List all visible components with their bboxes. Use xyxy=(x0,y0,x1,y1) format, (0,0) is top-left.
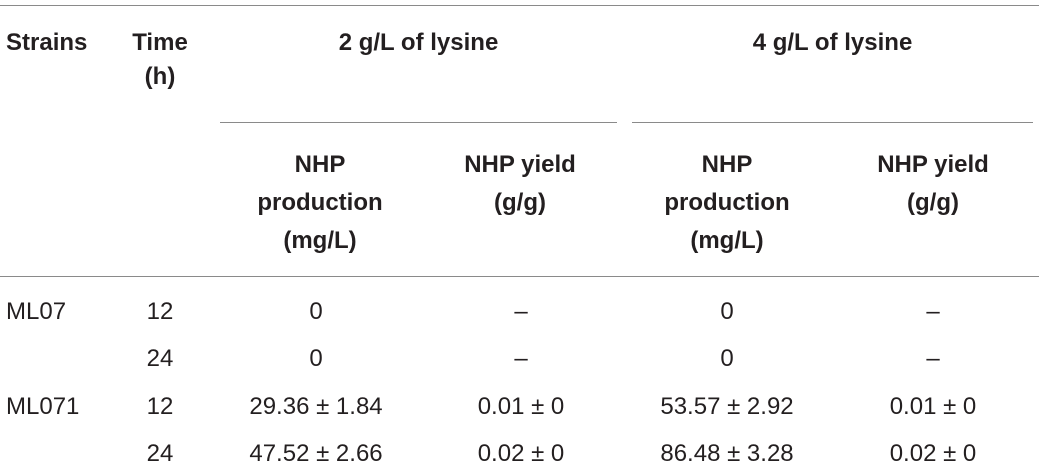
cell-production-4gl: 0 xyxy=(720,345,734,372)
header-line: NHP xyxy=(294,151,346,178)
cell-yield-4gl: – xyxy=(926,298,940,325)
cell-production-4gl: 53.57 ± 2.92 xyxy=(660,393,794,420)
cell-production-2gl: 0 xyxy=(309,298,323,325)
cell-time: 12 xyxy=(146,298,174,325)
header-nhp-production-2gl: NHP production (mg/L) xyxy=(220,146,420,260)
cell-yield-4gl: 0.01 ± 0 xyxy=(889,393,977,420)
header-bottom-rule xyxy=(0,276,1039,277)
group1-underline xyxy=(220,122,617,123)
header-line: production xyxy=(664,189,790,216)
cell-strain: ML071 xyxy=(6,393,80,420)
header-time-label: Time xyxy=(132,29,188,56)
header-line: NHP yield xyxy=(464,151,576,178)
cell-production-2gl: 29.36 ± 1.84 xyxy=(249,393,383,420)
header-time-unit: (h) xyxy=(144,63,176,90)
group2-underline xyxy=(632,122,1033,123)
header-line: (g/g) xyxy=(907,189,959,216)
header-nhp-yield-2gl: NHP yield (g/g) xyxy=(420,146,620,222)
header-group-4gl: 4 g/L of lysine xyxy=(752,29,913,56)
header-nhp-production-4gl: NHP production (mg/L) xyxy=(627,146,827,260)
header-line: NHP yield xyxy=(877,151,989,178)
cell-time: 12 xyxy=(146,393,174,420)
cell-time: 24 xyxy=(146,440,174,467)
cell-yield-4gl: 0.02 ± 0 xyxy=(889,440,977,467)
header-line: (mg/L) xyxy=(283,227,357,254)
cell-production-4gl: 86.48 ± 3.28 xyxy=(660,440,794,467)
cell-production-4gl: 0 xyxy=(720,298,734,325)
cell-time: 24 xyxy=(146,345,174,372)
cell-production-2gl: 47.52 ± 2.66 xyxy=(249,440,383,467)
header-line: (mg/L) xyxy=(690,227,764,254)
header-nhp-yield-4gl: NHP yield (g/g) xyxy=(833,146,1033,222)
header-line: NHP xyxy=(701,151,753,178)
header-group-2gl: 2 g/L of lysine xyxy=(338,29,499,56)
cell-yield-4gl: – xyxy=(926,345,940,372)
header-line: (g/g) xyxy=(494,189,546,216)
header-time: Time (h) xyxy=(118,26,202,94)
cell-yield-2gl: – xyxy=(514,298,528,325)
header-strains: Strains xyxy=(6,29,88,56)
cell-production-2gl: 0 xyxy=(309,345,323,372)
cell-yield-2gl: 0.02 ± 0 xyxy=(477,440,565,467)
cell-yield-2gl: – xyxy=(514,345,528,372)
cell-strain: ML07 xyxy=(6,298,67,325)
top-rule xyxy=(0,5,1039,6)
header-line: production xyxy=(257,189,383,216)
cell-yield-2gl: 0.01 ± 0 xyxy=(477,393,565,420)
